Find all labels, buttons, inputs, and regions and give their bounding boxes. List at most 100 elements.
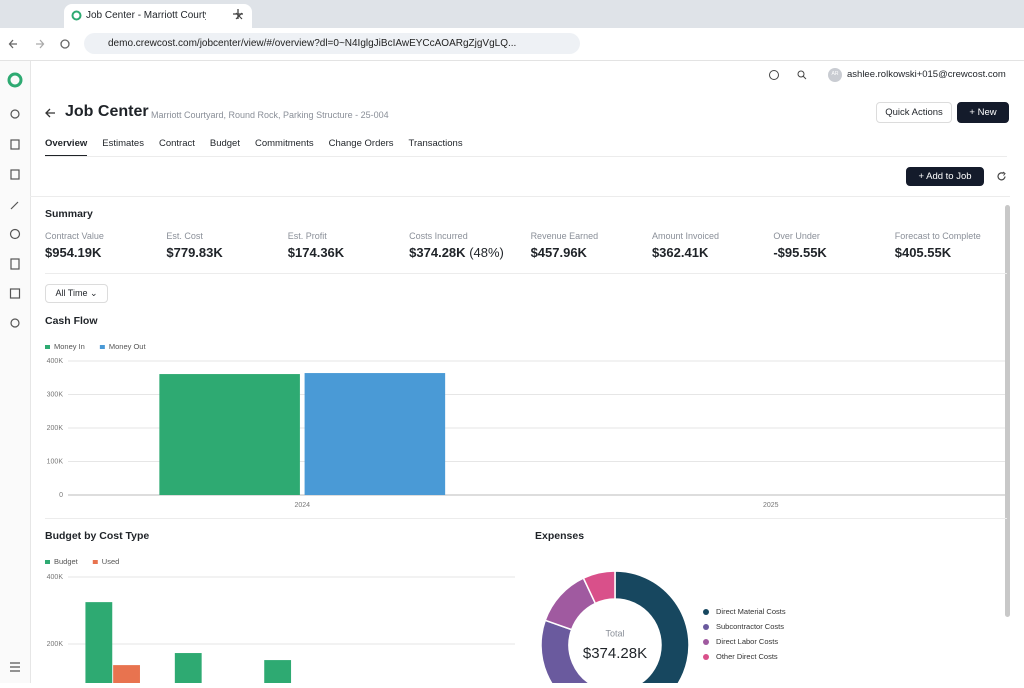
metric: Forecast to Complete $405.55K [895,231,1016,260]
back-button[interactable] [44,107,56,119]
metric-value: $457.96K [531,245,652,260]
metric-label: Over Under [773,231,820,241]
center-label: Total [605,628,624,638]
tab[interactable]: Transactions [408,138,463,149]
avatar-initials: AR [831,71,839,77]
legend-swatch [45,345,50,349]
metric-label: Contract Value [45,231,104,241]
tab[interactable]: Commitments [255,138,314,149]
filter-label: All Time [55,288,88,298]
bar [174,653,202,683]
y-tick-label: 200K [47,425,64,432]
tab-title: Job Center - Marriott Courty [86,10,206,21]
y-tick-label: 0 [59,492,63,499]
bar [113,665,140,683]
y-tick-label: 200K [47,641,64,648]
metric-number: $954.19K [45,245,102,260]
favicon [71,10,82,21]
donut-slice [614,570,690,683]
metric-label: Revenue Earned [530,231,599,241]
metric-label: Costs Incurred [409,231,468,241]
bar [85,602,113,683]
new-button[interactable]: + New [957,102,1009,123]
chart-title: Cash Flow [45,315,98,327]
y-tick-label: 400K [47,574,64,581]
metric-value: $405.55K [895,245,1016,260]
metric-value: $954.19K [45,245,166,260]
legend-swatch [703,624,709,630]
legend-label: Direct Labor Costs [716,637,778,646]
legend-swatch [99,345,105,349]
filter-dropdown[interactable]: All Time ⌄ [45,284,108,303]
metric-number: $174.36K [287,245,345,260]
divider [45,273,1007,274]
metric-number: $362.41K [651,245,709,260]
divider [45,518,1007,519]
metric-number: -$95.55K [773,245,827,260]
y-tick-label: 300K [47,391,64,398]
divider [30,196,1010,197]
refresh-button[interactable] [996,171,1007,182]
legend-label: Money Out [109,342,147,351]
donut-slice [582,570,616,605]
tab[interactable]: Budget [209,138,240,149]
add-to-job-button[interactable]: + Add to Job [906,167,984,186]
legend-swatch [703,639,709,645]
header-icons[interactable] [766,68,846,82]
bar [159,374,300,495]
metric: Contract Value $954.19K [45,231,166,260]
quick-actions-button[interactable]: Quick Actions [876,102,952,123]
legend-label: Budget [54,557,79,566]
metric-label: Est. Profit [287,231,327,241]
legend-label: Subcontractor Costs [716,622,784,631]
y-tick-label: 100K [47,458,64,465]
metrics: Contract Value $954.19K Est. Cost $779.83K E… [45,231,1016,260]
metric-label: Est. Cost [166,231,203,241]
summary-title: Summary [45,208,93,220]
legend-swatch [45,560,50,564]
new-label: New [977,107,997,118]
legend-swatch [92,560,98,564]
metric-number: $779.83K [166,245,223,260]
user-email[interactable]: ashlee.rolkowski+015@crewcost.com [847,69,1006,80]
tab[interactable]: Contract [158,138,195,149]
metric: Revenue Earned $457.96K [531,231,652,260]
metric: Over Under -$95.55K [773,231,894,260]
plus-icon: + [969,107,978,118]
metric-value: $362.41K [652,245,773,260]
metric-value: $374.28K (48%) [409,245,530,260]
browser-tab[interactable]: Job Center - Marriott Courty [64,4,252,28]
bar [304,373,446,495]
legend-label: Money In [54,342,85,351]
new-tab[interactable] [232,8,244,20]
chart-title: Budget by Cost Type [45,530,149,542]
add-label: Add to Job [926,171,972,182]
url-bar[interactable]: demo.crewcost.com/jobcenter/view/#/overv… [84,33,580,54]
bar [264,660,292,683]
metric-number: $457.96K [530,245,587,260]
metric: Est. Cost $779.83K [166,231,287,260]
tab[interactable]: Estimates [102,138,144,149]
legend-swatch [703,654,709,660]
tab[interactable]: Change Orders [328,138,394,149]
metric-value: -$95.55K [773,245,894,260]
metric-note: (48%) [469,245,504,260]
metric-label: Forecast to Complete [894,231,981,241]
chevron: ⌄ [87,288,98,298]
nav-buttons[interactable] [8,37,78,51]
address-row: demo.crewcost.com/jobcenter/view/#/overv… [0,28,1024,61]
url-text: demo.crewcost.com/jobcenter/view/#/overv… [108,38,517,49]
scrollbar[interactable] [1005,205,1010,617]
legend-label: Other Direct Costs [716,652,778,661]
legend-label: Direct Material Costs [716,607,786,616]
sidebar-icons[interactable] [0,61,30,683]
legend-label: Used [102,557,120,566]
metric-value: $174.36K [288,245,409,260]
metric: Est. Profit $174.36K [288,231,409,260]
divider [45,156,1007,157]
sidebar [0,61,31,683]
y-tick-label: 400K [47,358,64,365]
x-tick-label: 2025 [763,502,779,509]
